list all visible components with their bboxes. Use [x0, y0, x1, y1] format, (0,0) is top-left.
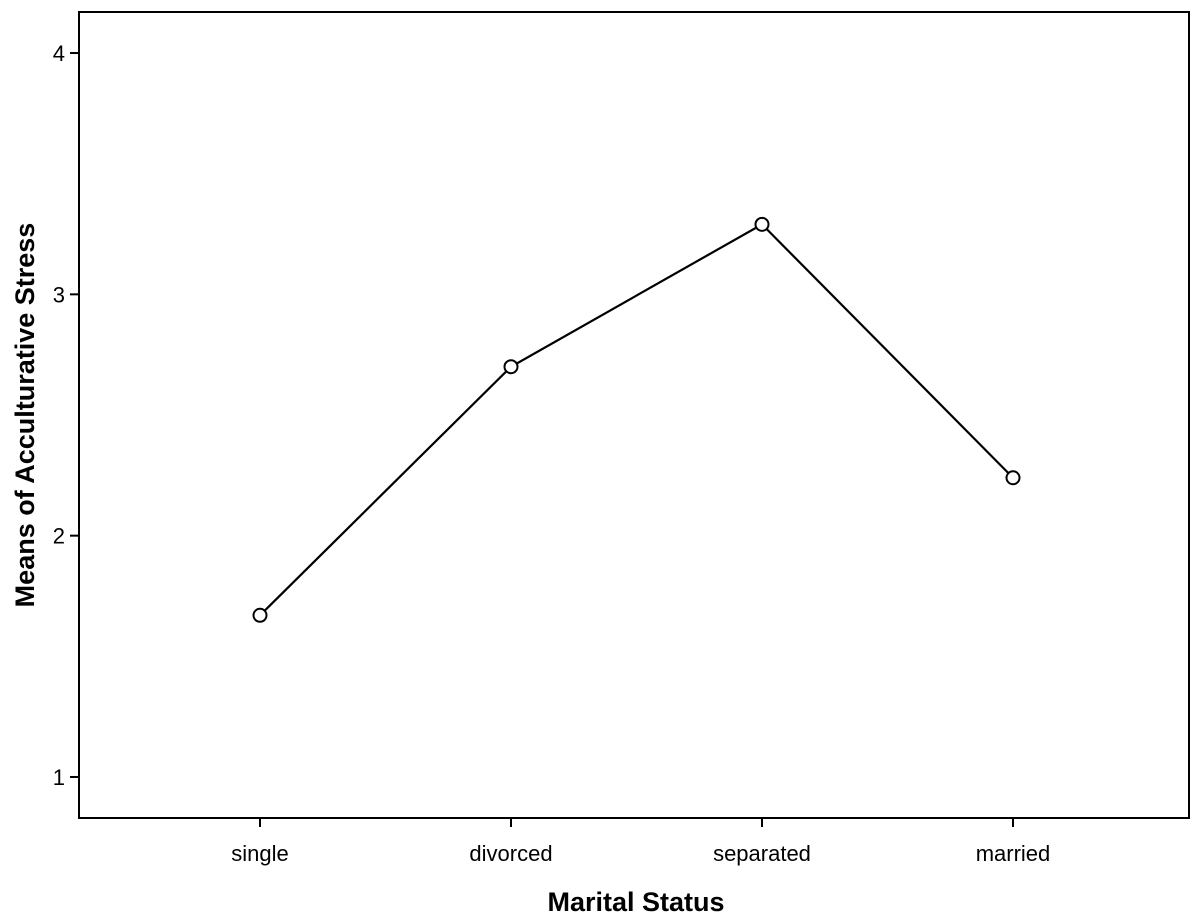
- data-point-marker: [754, 216, 770, 232]
- x-axis: single divorced separated married: [231, 818, 1050, 866]
- y-tick-label: 2: [53, 524, 65, 549]
- x-tick-label: divorced: [469, 841, 552, 866]
- y-axis: 1 2 3 4: [53, 41, 79, 790]
- series-layer: [252, 216, 1021, 623]
- y-tick-label: 1: [53, 765, 65, 790]
- series-line: [259, 222, 1014, 617]
- x-tick-label: separated: [713, 841, 811, 866]
- plot-frame: [78, 11, 1190, 819]
- data-point-marker: [252, 607, 268, 623]
- x-tick-label: single: [231, 841, 288, 866]
- y-tick-label: 3: [53, 282, 65, 307]
- data-point-marker: [1005, 470, 1021, 486]
- data-point-marker: [503, 359, 519, 375]
- y-axis-title: Means of Acculturative Stress: [10, 223, 40, 608]
- x-axis-title: Marital Status: [547, 887, 724, 914]
- y-tick-label: 4: [53, 41, 65, 66]
- x-tick-label: married: [976, 841, 1051, 866]
